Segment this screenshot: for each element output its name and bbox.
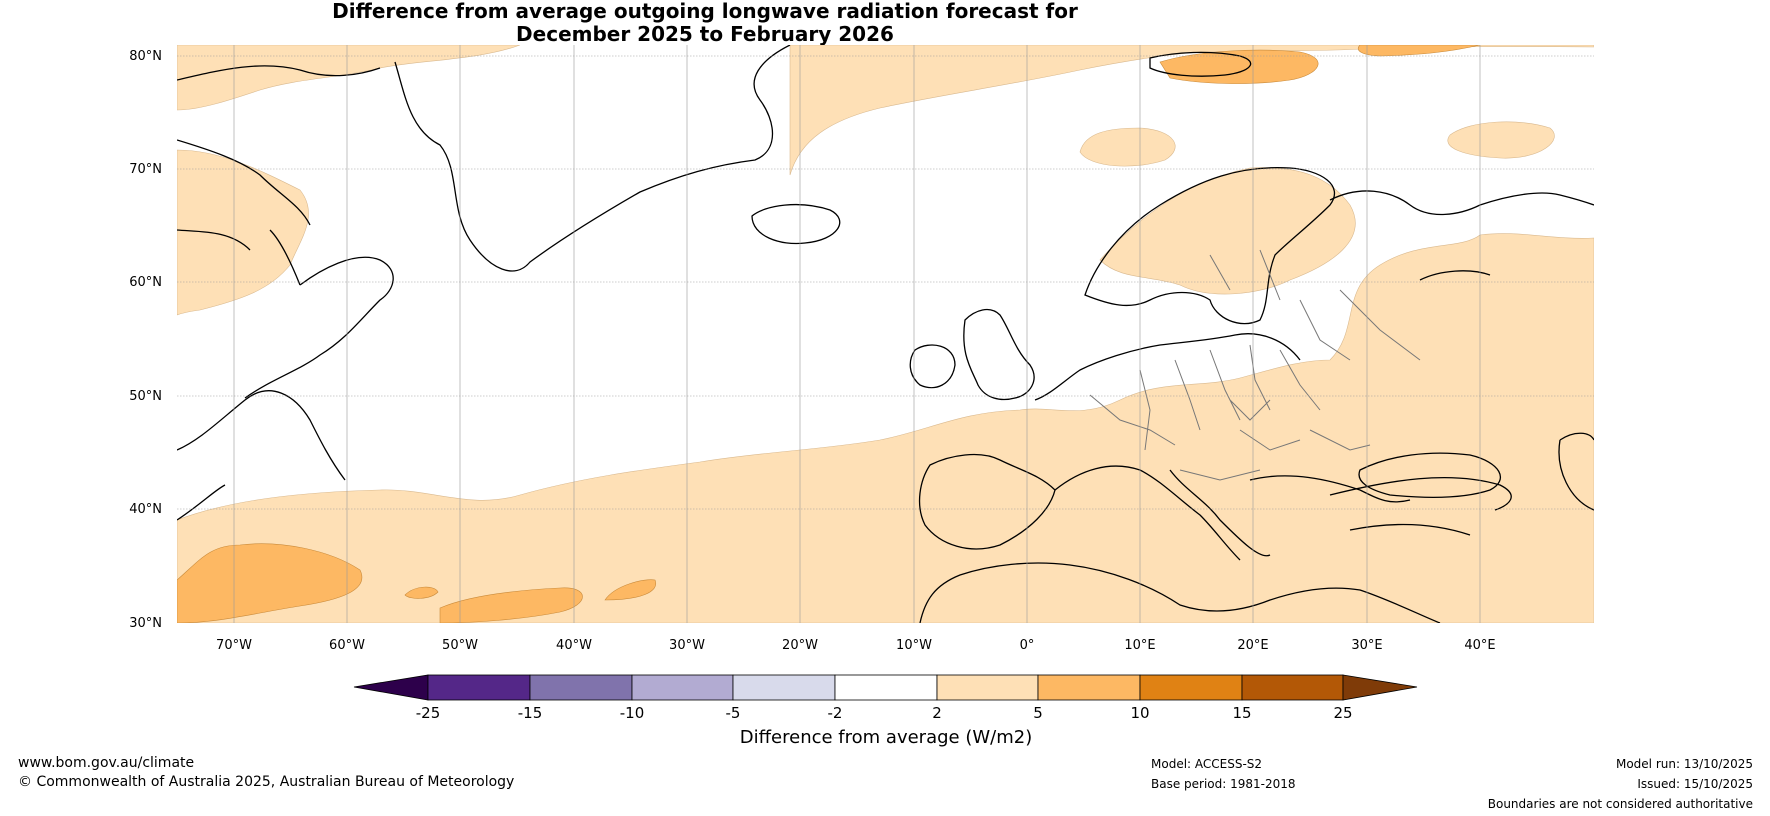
lon-label-20e: 20°E (1237, 638, 1268, 653)
footer-disclaimer: Boundaries are not considered authoritat… (1487, 797, 1753, 811)
colorbar-segment-9 (1241, 674, 1344, 701)
footer-copyright: © Commonwealth of Australia 2025, Austra… (18, 774, 515, 790)
lon-label-40e: 40°E (1464, 638, 1495, 653)
lon-label-60w: 60°W (329, 638, 365, 653)
anomaly-region-5-10-small (404, 586, 439, 599)
lat-label-80n: 80°N (129, 49, 162, 64)
lon-label-10e: 10°E (1124, 638, 1155, 653)
colorbar-title: Difference from average (W/m2) (739, 727, 1033, 748)
footer-issued: Issued: 15/10/2025 (1637, 777, 1753, 791)
anomaly-region-5-10-east (604, 579, 657, 601)
coastline-north-africa (919, 562, 1441, 623)
coastline-uk (963, 308, 1035, 401)
colorbar-tick-minus-25: -25 (416, 704, 441, 722)
latitude-labels: 80°N 70°N 60°N 50°N 40°N 30°N (129, 49, 162, 631)
lon-label-20w: 20°W (782, 638, 818, 653)
colorbar-segment-2 (529, 674, 633, 701)
footer-base-period: Base period: 1981-2018 (1151, 777, 1296, 791)
longitude-labels: 70°W 60°W 50°W 40°W 30°W 20°W 10°W 0° 10… (216, 638, 1496, 653)
footer-model: Model: ACCESS-S2 (1151, 757, 1263, 771)
colorbar-segment-6 (936, 674, 1039, 701)
coastline-caspian (1558, 432, 1594, 511)
coastline-europe (1034, 333, 1512, 561)
meridians (233, 45, 1481, 623)
colorbar-tick-minus-5: -5 (726, 704, 741, 722)
colorbar-segment-5 (834, 674, 938, 701)
colorbar-tick-10: 10 (1130, 704, 1149, 722)
colorbar-high-extension (1342, 674, 1418, 701)
lon-label-30e: 30°E (1351, 638, 1382, 653)
lon-label-70w: 70°W (216, 638, 252, 653)
lon-label-30w: 30°W (669, 638, 705, 653)
coastline-iceland (751, 203, 841, 245)
colorbar-tick-minus-2: -2 (828, 704, 843, 722)
colorbar-segment-8 (1139, 674, 1243, 701)
anomaly-region-5-10-svalbard (1159, 45, 1481, 84)
anomaly-fields (177, 45, 1594, 623)
colorbar: -25 -15 -10 -5 -2 2 5 10 15 25 (353, 674, 1418, 722)
colorbar-tick-5: 5 (1033, 704, 1043, 722)
colorbar-tick-15: 15 (1232, 704, 1251, 722)
coastline-black-sea (1358, 452, 1502, 499)
map-title-line-2: December 2025 to February 2026 (516, 22, 894, 46)
anomaly-region-2-5-europe (177, 233, 1594, 623)
footer-model-run: Model run: 13/10/2025 (1615, 757, 1753, 771)
colorbar-tick-minus-15: -15 (518, 704, 543, 722)
lat-label-70n: 70°N (129, 162, 162, 177)
lon-label-10w: 10°W (896, 638, 932, 653)
colorbar-low-extension (353, 674, 429, 701)
anomaly-region-2-5-barents (1447, 121, 1555, 159)
coastline-iberia (918, 453, 1056, 550)
lon-label-40w: 40°W (556, 638, 592, 653)
colorbar-tick-minus-10: -10 (620, 704, 645, 722)
country-borders (1089, 249, 1421, 481)
footer-website: www.bom.gov.au/climate (18, 755, 195, 771)
colorbar-segment-4 (732, 674, 836, 701)
border-lines (1089, 249, 1421, 481)
anomaly-region-2-5-canadian-arctic (177, 45, 521, 111)
lon-label-50w: 50°W (442, 638, 478, 653)
lat-label-60n: 60°N (129, 275, 162, 290)
coastline-scandinavia (1084, 166, 1336, 325)
gridlines (177, 55, 1594, 510)
colorbar-segment-3 (631, 674, 734, 701)
lat-label-40n: 40°N (129, 502, 162, 517)
map-title: Difference from average outgoing longwav… (0, 0, 1410, 46)
anomaly-region-2-5-baffin (177, 149, 309, 316)
coastline-svalbard (1149, 51, 1252, 77)
colorbar-segment-7 (1037, 674, 1141, 701)
lat-label-50n: 50°N (129, 389, 162, 404)
coastlines (177, 45, 1594, 623)
anomaly-region-5-10-central (439, 587, 583, 623)
coastline-ireland (909, 344, 956, 389)
lon-label-0: 0° (1020, 638, 1035, 653)
lat-label-30n: 30°N (129, 616, 162, 631)
anomaly-region-5-10-southwest (177, 543, 363, 623)
anomaly-region-2-5-greenland-sea (1079, 127, 1176, 167)
colorbar-segment-1 (427, 674, 531, 701)
coastline-north-america (177, 229, 394, 521)
coastline-canadian-arctic (177, 65, 381, 251)
colorbar-tick-25: 25 (1333, 704, 1352, 722)
colorbar-tick-2: 2 (932, 704, 942, 722)
map-title-line-1: Difference from average outgoing longwav… (332, 0, 1078, 23)
coastline-greenland (394, 45, 791, 272)
map-panel (177, 45, 1594, 623)
